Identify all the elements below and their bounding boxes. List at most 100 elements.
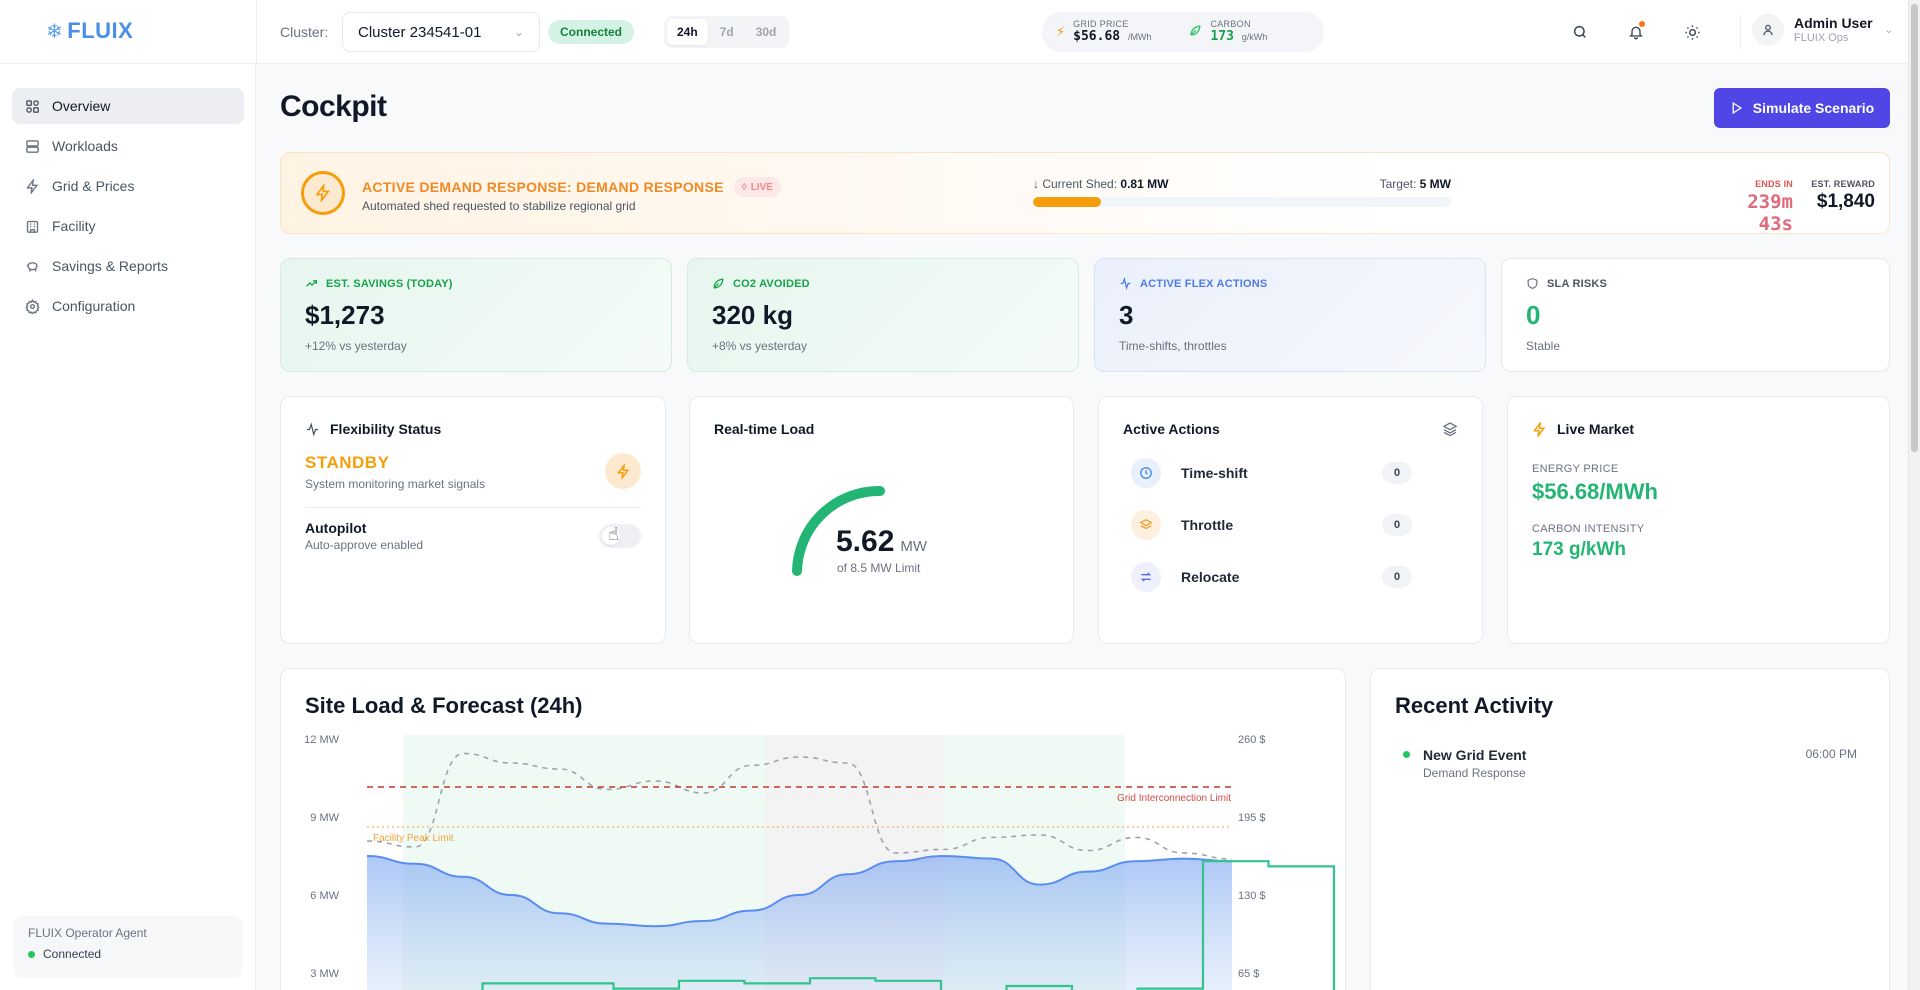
grid-limit-label: Grid Interconnection Limit — [1117, 793, 1231, 804]
action-row-relocate[interactable]: Relocate 0 — [1123, 561, 1458, 593]
kpi-sub: Stable — [1526, 339, 1561, 353]
carbon-intensity-label: CARBON INTENSITY — [1532, 523, 1645, 535]
simulate-scenario-button[interactable]: Simulate Scenario — [1714, 88, 1890, 128]
sidebar: Overview Workloads Grid & Prices Facilit… — [0, 64, 256, 990]
activity-time: 06:00 PM — [1805, 747, 1857, 761]
activity-icon — [306, 421, 319, 437]
carbon-label: CARBON — [1210, 18, 1251, 29]
page-title: Cockpit — [280, 90, 387, 123]
chevron-down-icon: ⌄ — [513, 25, 524, 39]
agent-status-text: Connected — [43, 947, 102, 961]
range-7d-button[interactable]: 7d — [719, 25, 734, 39]
action-row-throttle[interactable]: Throttle 0 — [1123, 509, 1458, 541]
bolt-icon — [605, 453, 641, 489]
range-24h-button[interactable]: 24h — [667, 19, 708, 45]
divider — [1740, 14, 1741, 50]
activity-item[interactable]: New Grid Event Demand Response 06:00 PM — [1395, 747, 1865, 780]
cluster-select[interactable]: Cluster 234541-01 ⌄ — [342, 12, 540, 52]
grid-price-summary: ⚡ GRID PRICE $56.68 /MWh — [1056, 18, 1152, 44]
live-market-card: Live Market ENERGY PRICE $56.68/MWh CARB… — [1507, 396, 1890, 644]
status-dot — [1403, 751, 1410, 758]
leaf-icon — [1189, 24, 1202, 40]
ends-in-value: 239m 43s — [1747, 191, 1793, 235]
cluster-value: Cluster 234541-01 — [358, 23, 482, 41]
load-area — [367, 856, 1232, 990]
sidebar-item-savings-reports[interactable]: Savings & Reports — [12, 248, 244, 284]
sidebar-item-label: Facility — [52, 218, 96, 234]
bolt-icon: ⚡ — [1056, 24, 1066, 39]
notifications-button[interactable] — [1624, 20, 1648, 44]
flame-icon: ◊ — [741, 181, 747, 193]
divider — [256, 0, 257, 64]
theme-toggle-button[interactable] — [1680, 20, 1704, 44]
hand-cursor-icon: ☝ — [608, 524, 619, 544]
sidebar-item-configuration[interactable]: Configuration — [12, 288, 244, 324]
svg-text:195 $: 195 $ — [1238, 812, 1266, 824]
snowflake-icon: ❄ — [46, 20, 64, 43]
dr-subtitle: Automated shed requested to stabilize re… — [362, 199, 636, 213]
shield-icon — [1527, 277, 1538, 289]
grid-icon — [24, 98, 40, 114]
arrows-swap-icon — [1131, 562, 1161, 592]
trending-up-icon — [306, 280, 318, 287]
sidebar-item-label: Grid & Prices — [52, 178, 135, 194]
realtime-load-card: Real-time Load 5.62 MW of 8.5 MW Limit — [689, 396, 1074, 644]
bolt-icon — [301, 171, 345, 215]
top-bar: ❄ FLUIX Cluster: Cluster 234541-01 ⌄ Con… — [0, 0, 1908, 64]
sidebar-nav: Overview Workloads Grid & Prices Facilit… — [12, 88, 244, 328]
market-summary-pill: ⚡ GRID PRICE $56.68 /MWh CARBON 173 g/kW… — [1042, 12, 1324, 52]
flex-step-line — [481, 860, 1336, 990]
active-actions-title: Active Actions — [1123, 421, 1220, 437]
kpi-value: 0 — [1526, 300, 1541, 330]
notification-dot — [1639, 21, 1645, 27]
gauge-arc — [792, 485, 885, 576]
user-menu[interactable]: Admin User FLUIX Ops ⌄ — [1752, 14, 1893, 46]
activity-icon — [1120, 277, 1131, 290]
bolt-icon — [24, 178, 40, 194]
piggy-bank-icon — [24, 258, 40, 274]
kpi-value: $1,273 — [305, 300, 385, 330]
leaf-icon — [713, 278, 724, 289]
svg-text:12 MW: 12 MW — [304, 734, 339, 746]
search-button[interactable] — [1568, 20, 1592, 44]
sidebar-item-overview[interactable]: Overview — [12, 88, 244, 124]
action-row-time-shift[interactable]: Time-shift 0 — [1123, 457, 1458, 489]
sidebar-item-label: Configuration — [52, 298, 136, 314]
operator-agent-status: FLUIX Operator Agent Connected — [14, 916, 242, 978]
grid-price-label: GRID PRICE — [1073, 18, 1129, 29]
svg-text:130 $: 130 $ — [1238, 890, 1266, 902]
range-30d-button[interactable]: 30d — [755, 25, 777, 39]
kpi-sub: Time-shifts, throttles — [1119, 339, 1227, 353]
toggle-knob — [602, 527, 620, 545]
sidebar-item-grid-prices[interactable]: Grid & Prices — [12, 168, 244, 204]
est-reward-value: $1,840 — [1816, 191, 1875, 212]
logo[interactable]: ❄ FLUIX — [46, 18, 133, 44]
action-count: 0 — [1382, 514, 1412, 536]
autopilot-toggle[interactable] — [599, 524, 641, 548]
target-shed: Target: 5 MW — [1379, 177, 1451, 191]
load-unit: MW — [900, 538, 928, 555]
autopilot-sub: Auto-approve enabled — [305, 538, 424, 552]
user-role: FLUIX Ops — [1794, 31, 1849, 44]
active-actions-card: Active Actions Time-shift 0 Throttle 0 R… — [1098, 396, 1483, 644]
sidebar-item-facility[interactable]: Facility — [12, 208, 244, 244]
flex-status-value: STANDBY — [305, 453, 390, 472]
sidebar-item-workloads[interactable]: Workloads — [12, 128, 244, 164]
divider — [305, 507, 641, 508]
scrollbar[interactable] — [1908, 0, 1920, 990]
bell-icon — [1629, 26, 1643, 40]
scroll-thumb[interactable] — [1911, 4, 1918, 452]
kpi-sub: +12% vs yesterday — [305, 339, 407, 353]
site-load-chart-card: Site Load & Forecast (24h) 12 MW 9 MW 6 … — [280, 668, 1346, 990]
logo-text: FLUIX — [67, 18, 134, 43]
kpi-est-savings: EST. SAVINGS (TODAY) $1,273 +12% vs yest… — [280, 258, 672, 372]
activity-type: Demand Response — [1423, 766, 1526, 780]
grid-price-value: $56.68 /MWh — [1073, 28, 1152, 44]
kpi-value: 3 — [1119, 300, 1134, 330]
sidebar-item-label: Savings & Reports — [52, 258, 168, 274]
kpi-value: 320 kg — [712, 300, 793, 330]
site-load-chart: 12 MW 9 MW 6 MW 3 MW 260 $ 195 $ 130 $ 6… — [304, 734, 1336, 990]
time-range-toggle: 24h 7d 30d — [664, 16, 790, 48]
cluster-label: Cluster: — [280, 24, 329, 40]
agent-title: FLUIX Operator Agent — [28, 926, 147, 940]
